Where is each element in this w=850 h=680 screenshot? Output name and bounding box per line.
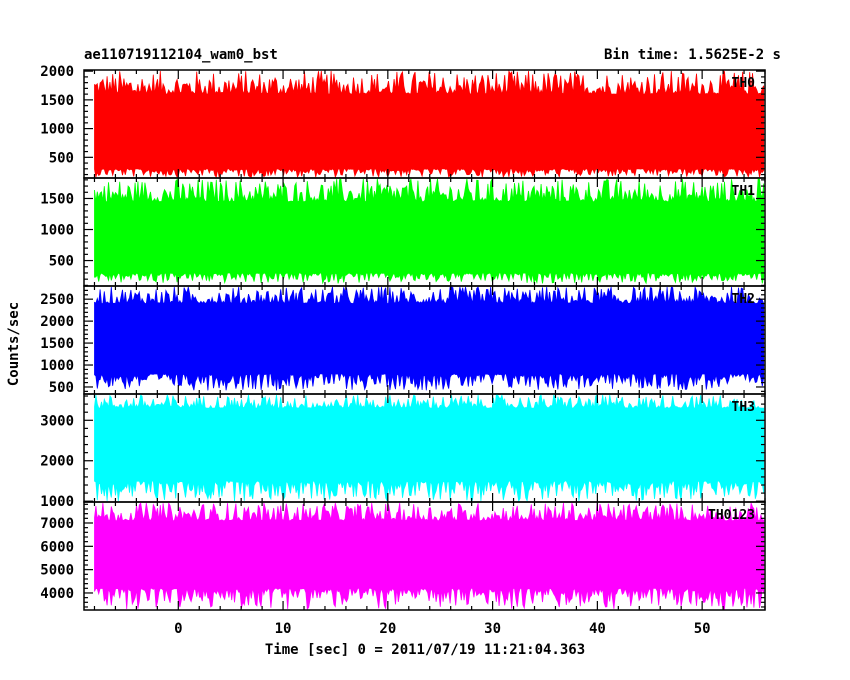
x-tick-label: 50	[694, 621, 711, 637]
y-tick-label: 1000	[40, 122, 74, 138]
x-tick-label: 40	[589, 621, 606, 637]
panel-th2: 500 1000 1500 2000 2500 TH2	[40, 285, 766, 396]
y-tick-label: 1000	[40, 358, 74, 374]
y-tick-label: 500	[49, 254, 74, 270]
series-th0123	[94, 501, 765, 610]
panel-label: TH2	[732, 292, 755, 307]
series-th0	[94, 69, 765, 179]
panel-th0: 500 1000 1500 2000 TH0	[40, 64, 766, 179]
x-tick-label: 20	[379, 621, 396, 637]
panel-label: TH3	[732, 400, 755, 415]
y-tick-label: 4000	[40, 586, 74, 602]
x-tick-label: 0	[174, 621, 182, 637]
panel-th0123: 4000 5000 6000 7000 TH0123	[40, 501, 766, 611]
y-tick-label: 2500	[40, 292, 74, 308]
y-tick-label: 3000	[40, 413, 74, 429]
panel-label: TH0	[732, 76, 756, 91]
y-tick-label: 1000	[40, 223, 74, 239]
y-tick-label: 6000	[40, 539, 74, 555]
y-tick-label: 1500	[40, 191, 74, 207]
y-tick-label: 1500	[40, 336, 74, 352]
y-tick-label: 500	[49, 380, 74, 396]
y-axis-title: Counts/sec	[6, 302, 22, 386]
y-tick-label: 1000	[40, 494, 74, 510]
chart-title: ae110719112104_wam0_bst	[84, 47, 278, 63]
series-th2	[94, 286, 765, 391]
y-tick-label: 7000	[40, 516, 74, 532]
x-tick-label: 30	[484, 621, 501, 637]
bin-time-label: Bin time: 1.5625E-2 s	[604, 47, 781, 63]
y-tick-label: 1500	[40, 93, 74, 109]
panel-th1: 500 1000 1500 TH1	[40, 177, 766, 287]
x-tick-label: 10	[275, 621, 292, 637]
y-tick-label: 2000	[40, 454, 74, 470]
x-axis-title: Time [sec] 0 = 2011/07/19 11:21:04.363	[265, 642, 585, 658]
panel-label: TH0123	[708, 508, 755, 523]
panel-label: TH1	[732, 184, 756, 199]
series-th3	[94, 393, 765, 503]
y-tick-label: 2000	[40, 64, 74, 80]
y-tick-label: 2000	[40, 314, 74, 330]
panel-th3: 1000 2000 3000 TH3	[40, 393, 766, 510]
y-tick-label: 500	[49, 150, 74, 166]
series-th1	[94, 177, 765, 285]
y-tick-label: 5000	[40, 563, 74, 579]
